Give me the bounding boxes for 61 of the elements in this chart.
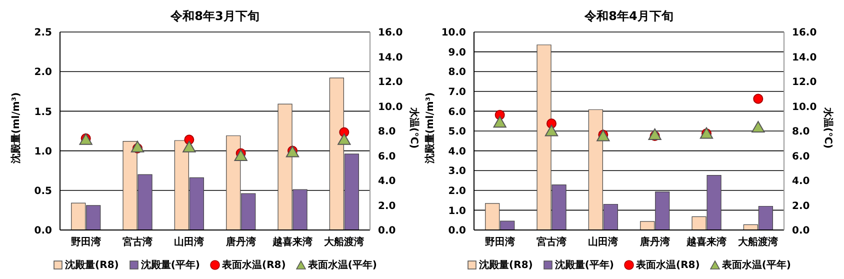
legend-label: 表面水温(平年)	[720, 258, 791, 272]
y2-tick-label: 16.0	[792, 28, 817, 39]
y2-tick-label: 8.0	[792, 126, 810, 138]
y-tick-label: 2.0	[448, 186, 466, 197]
legend-label: 沈殿量(R8)	[64, 258, 119, 272]
x-tick-label: 唐丹湾	[224, 236, 257, 248]
y2-tick-label: 2.0	[378, 200, 396, 212]
y-tick-label: 1.0	[34, 146, 52, 158]
y-tick-label: 0.0	[34, 226, 52, 237]
y-tick-label: 0.0	[448, 226, 466, 237]
legend-label: 表面水温(R8)	[635, 258, 700, 272]
y2-axis-title: 水温(℃)	[407, 107, 420, 149]
x-tick-label: 山田湾	[174, 236, 206, 248]
y-axis-title: 沈殿量(ml/m³)	[10, 92, 23, 164]
y-tick-label: 5.0	[448, 126, 466, 138]
y2-tick-label: 6.0	[792, 151, 810, 162]
chart-title: 令和8年4月下旬	[584, 8, 674, 25]
y-tick-label: 7.0	[448, 86, 466, 98]
x-tick-label: 宮古湾	[536, 236, 568, 248]
y-tick-label: 0.5	[34, 186, 52, 197]
y2-tick-label: 12.0	[378, 77, 403, 88]
y2-tick-label: 0.0	[792, 226, 810, 237]
legend-label: 表面水温(R8)	[221, 258, 286, 272]
x-tick-label: 越喜来湾	[686, 236, 728, 248]
y2-tick-label: 16.0	[378, 28, 403, 39]
y2-tick-label: 10.0	[792, 102, 817, 113]
y2-tick-label: 0.0	[378, 226, 396, 237]
legend-label: 表面水温(平年)	[306, 258, 377, 272]
y2-tick-label: 10.0	[378, 102, 403, 113]
y-tick-label: 1.5	[34, 106, 52, 118]
y-tick-label: 10.0	[441, 28, 466, 39]
y2-tick-label: 8.0	[378, 126, 396, 138]
y-tick-label: 2.5	[34, 28, 52, 39]
legend-label: 沈殿量(R8)	[478, 258, 533, 272]
y-tick-label: 3.0	[448, 166, 466, 178]
legend-label: 沈殿量(平年)	[140, 258, 200, 272]
chart-title: 令和8年3月下旬	[170, 8, 260, 25]
y2-tick-label: 2.0	[792, 200, 810, 212]
x-tick-label: 唐丹湾	[638, 236, 671, 248]
y2-tick-label: 4.0	[792, 176, 810, 188]
y-tick-label: 8.0	[448, 67, 466, 78]
x-tick-label: 野田湾	[70, 236, 102, 248]
x-tick-label: 越喜来湾	[272, 236, 314, 248]
y-tick-label: 4.0	[448, 146, 466, 158]
y-tick-label: 6.0	[448, 106, 466, 118]
y-tick-label: 9.0	[448, 47, 466, 58]
y2-tick-label: 14.0	[378, 52, 403, 64]
y2-axis-title: 水温(℃)	[821, 107, 834, 149]
x-tick-label: 宮古湾	[122, 236, 154, 248]
y2-tick-label: 6.0	[378, 151, 396, 162]
legend-label: 沈殿量(平年)	[554, 258, 614, 272]
y-tick-label: 2.0	[34, 67, 52, 78]
x-tick-label: 山田湾	[588, 236, 620, 248]
x-tick-label: 大船渡湾	[737, 236, 780, 248]
y2-tick-label: 4.0	[378, 176, 396, 188]
x-tick-label: 野田湾	[484, 236, 516, 248]
y-axis-title: 沈殿量(ml/m³)	[424, 92, 437, 164]
y2-tick-label: 12.0	[792, 77, 817, 88]
x-tick-label: 大船渡湾	[323, 236, 366, 248]
y-tick-label: 1.0	[448, 206, 466, 217]
y2-tick-label: 14.0	[792, 52, 817, 64]
